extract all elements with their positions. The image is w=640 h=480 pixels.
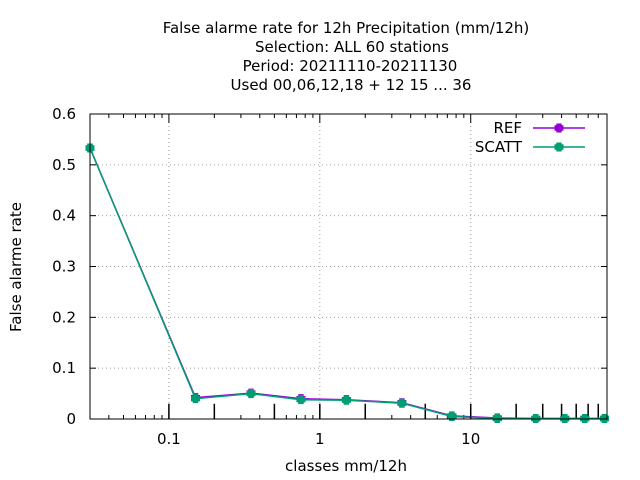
- x-axis-label: classes mm/12h: [285, 457, 407, 475]
- title-line-1: False alarme rate for 12h Precipitation …: [163, 19, 530, 37]
- chart-title: False alarme rate for 12h Precipitation …: [163, 19, 530, 94]
- y-tick-label: 0.4: [52, 207, 76, 225]
- y-tick-label: 0.5: [52, 156, 76, 174]
- series-ref: [85, 143, 609, 423]
- series-scatt: [85, 143, 609, 423]
- series: [85, 143, 609, 423]
- series-line: [89, 147, 605, 420]
- y-tick-label: 0.6: [52, 105, 76, 123]
- title-line-4: Used 00,06,12,18 + 12 15 ... 36: [231, 76, 472, 94]
- data-point: [599, 413, 609, 423]
- legend-label: SCATT: [475, 138, 523, 156]
- data-point: [580, 413, 590, 423]
- data-point: [492, 413, 502, 423]
- legend-label: REF: [493, 119, 522, 137]
- data-point: [397, 398, 407, 408]
- y-tick-label: 0.1: [52, 359, 76, 377]
- title-line-2: Selection: ALL 60 stations: [255, 38, 449, 56]
- y-tick-label: 0.2: [52, 308, 76, 326]
- grid: [90, 114, 607, 419]
- data-point: [296, 395, 306, 405]
- y-axis-label: False alarme rate: [7, 202, 25, 332]
- series-line: [89, 147, 605, 420]
- x-tick-label: 10: [461, 430, 480, 448]
- title-line-3: Period: 20211110-20211130: [243, 57, 458, 75]
- legend-marker: [554, 123, 564, 133]
- x-tick-label: 1: [315, 430, 325, 448]
- y-tick-label: 0: [66, 410, 76, 428]
- legend-item-ref: REF: [493, 119, 585, 137]
- data-point: [560, 413, 570, 423]
- data-point: [341, 395, 351, 405]
- axis-ticks: [90, 113, 607, 420]
- plot-frame: [89, 113, 608, 420]
- data-point: [531, 413, 541, 423]
- legend-item-scatt: SCATT: [475, 138, 585, 156]
- data-point: [246, 389, 256, 399]
- y-tick-label: 0.3: [52, 258, 76, 276]
- data-point: [190, 394, 200, 404]
- tick-labels: 0 0.1 0.2 0.3 0.4 0.5 0.6 0.1 1 10: [52, 105, 480, 448]
- x-tick-label: 0.1: [157, 430, 181, 448]
- legend-marker: [554, 142, 564, 152]
